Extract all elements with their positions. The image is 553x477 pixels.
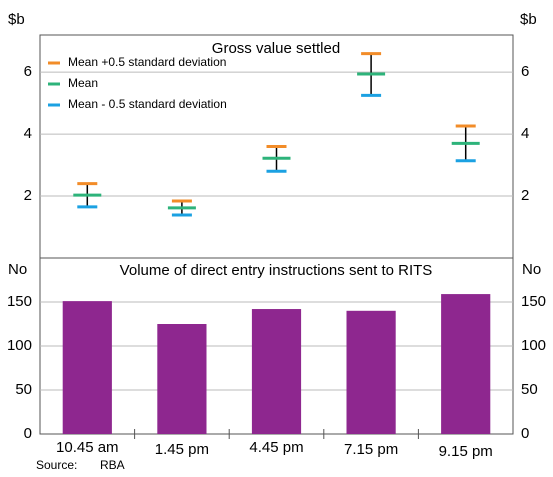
y-tick-label: 4	[24, 125, 32, 142]
y-tick-label: 2	[521, 187, 529, 204]
y-tick-label: 6	[521, 63, 529, 80]
bar	[251, 309, 302, 434]
y-tick-label: 100	[521, 337, 546, 354]
x-tick-label: 1.45 pm	[155, 441, 209, 458]
x-tick-label: 4.45 pm	[249, 439, 303, 456]
panel-title: Volume of direct entry instructions sent…	[120, 262, 433, 279]
y-tick-label: 6	[24, 63, 32, 80]
y-tick-label: 150	[521, 293, 546, 310]
y-unit: No	[8, 261, 27, 278]
legend-label: Mean - 0.5 standard deviation	[68, 97, 227, 111]
y-tick-label: 0	[521, 425, 529, 442]
x-tick-label: 10.45 am	[56, 439, 119, 456]
y-unit: $b	[8, 11, 25, 28]
legend-label: Mean +0.5 standard deviation	[68, 55, 226, 69]
y-tick-label: 0	[24, 425, 32, 442]
y-tick-label: 2	[24, 187, 32, 204]
panel-title: Gross value settled	[212, 40, 340, 57]
bar	[346, 310, 396, 434]
y-tick-label: 50	[15, 381, 32, 398]
x-tick-label: 9.15 pm	[439, 443, 493, 460]
bar	[157, 324, 207, 434]
bar	[441, 294, 491, 434]
x-tick-label: 7.15 pm	[344, 441, 398, 458]
y-tick-label: 150	[7, 293, 32, 310]
bar	[62, 301, 112, 434]
source: RBA	[100, 458, 125, 472]
y-unit: $b	[520, 11, 537, 28]
y-tick-label: 4	[521, 125, 529, 142]
y-tick-label: 50	[521, 381, 538, 398]
legend-label: Mean	[68, 76, 98, 90]
y-tick-label: 100	[7, 337, 32, 354]
source-label: Source:	[36, 458, 77, 472]
y-unit: No	[522, 261, 541, 278]
